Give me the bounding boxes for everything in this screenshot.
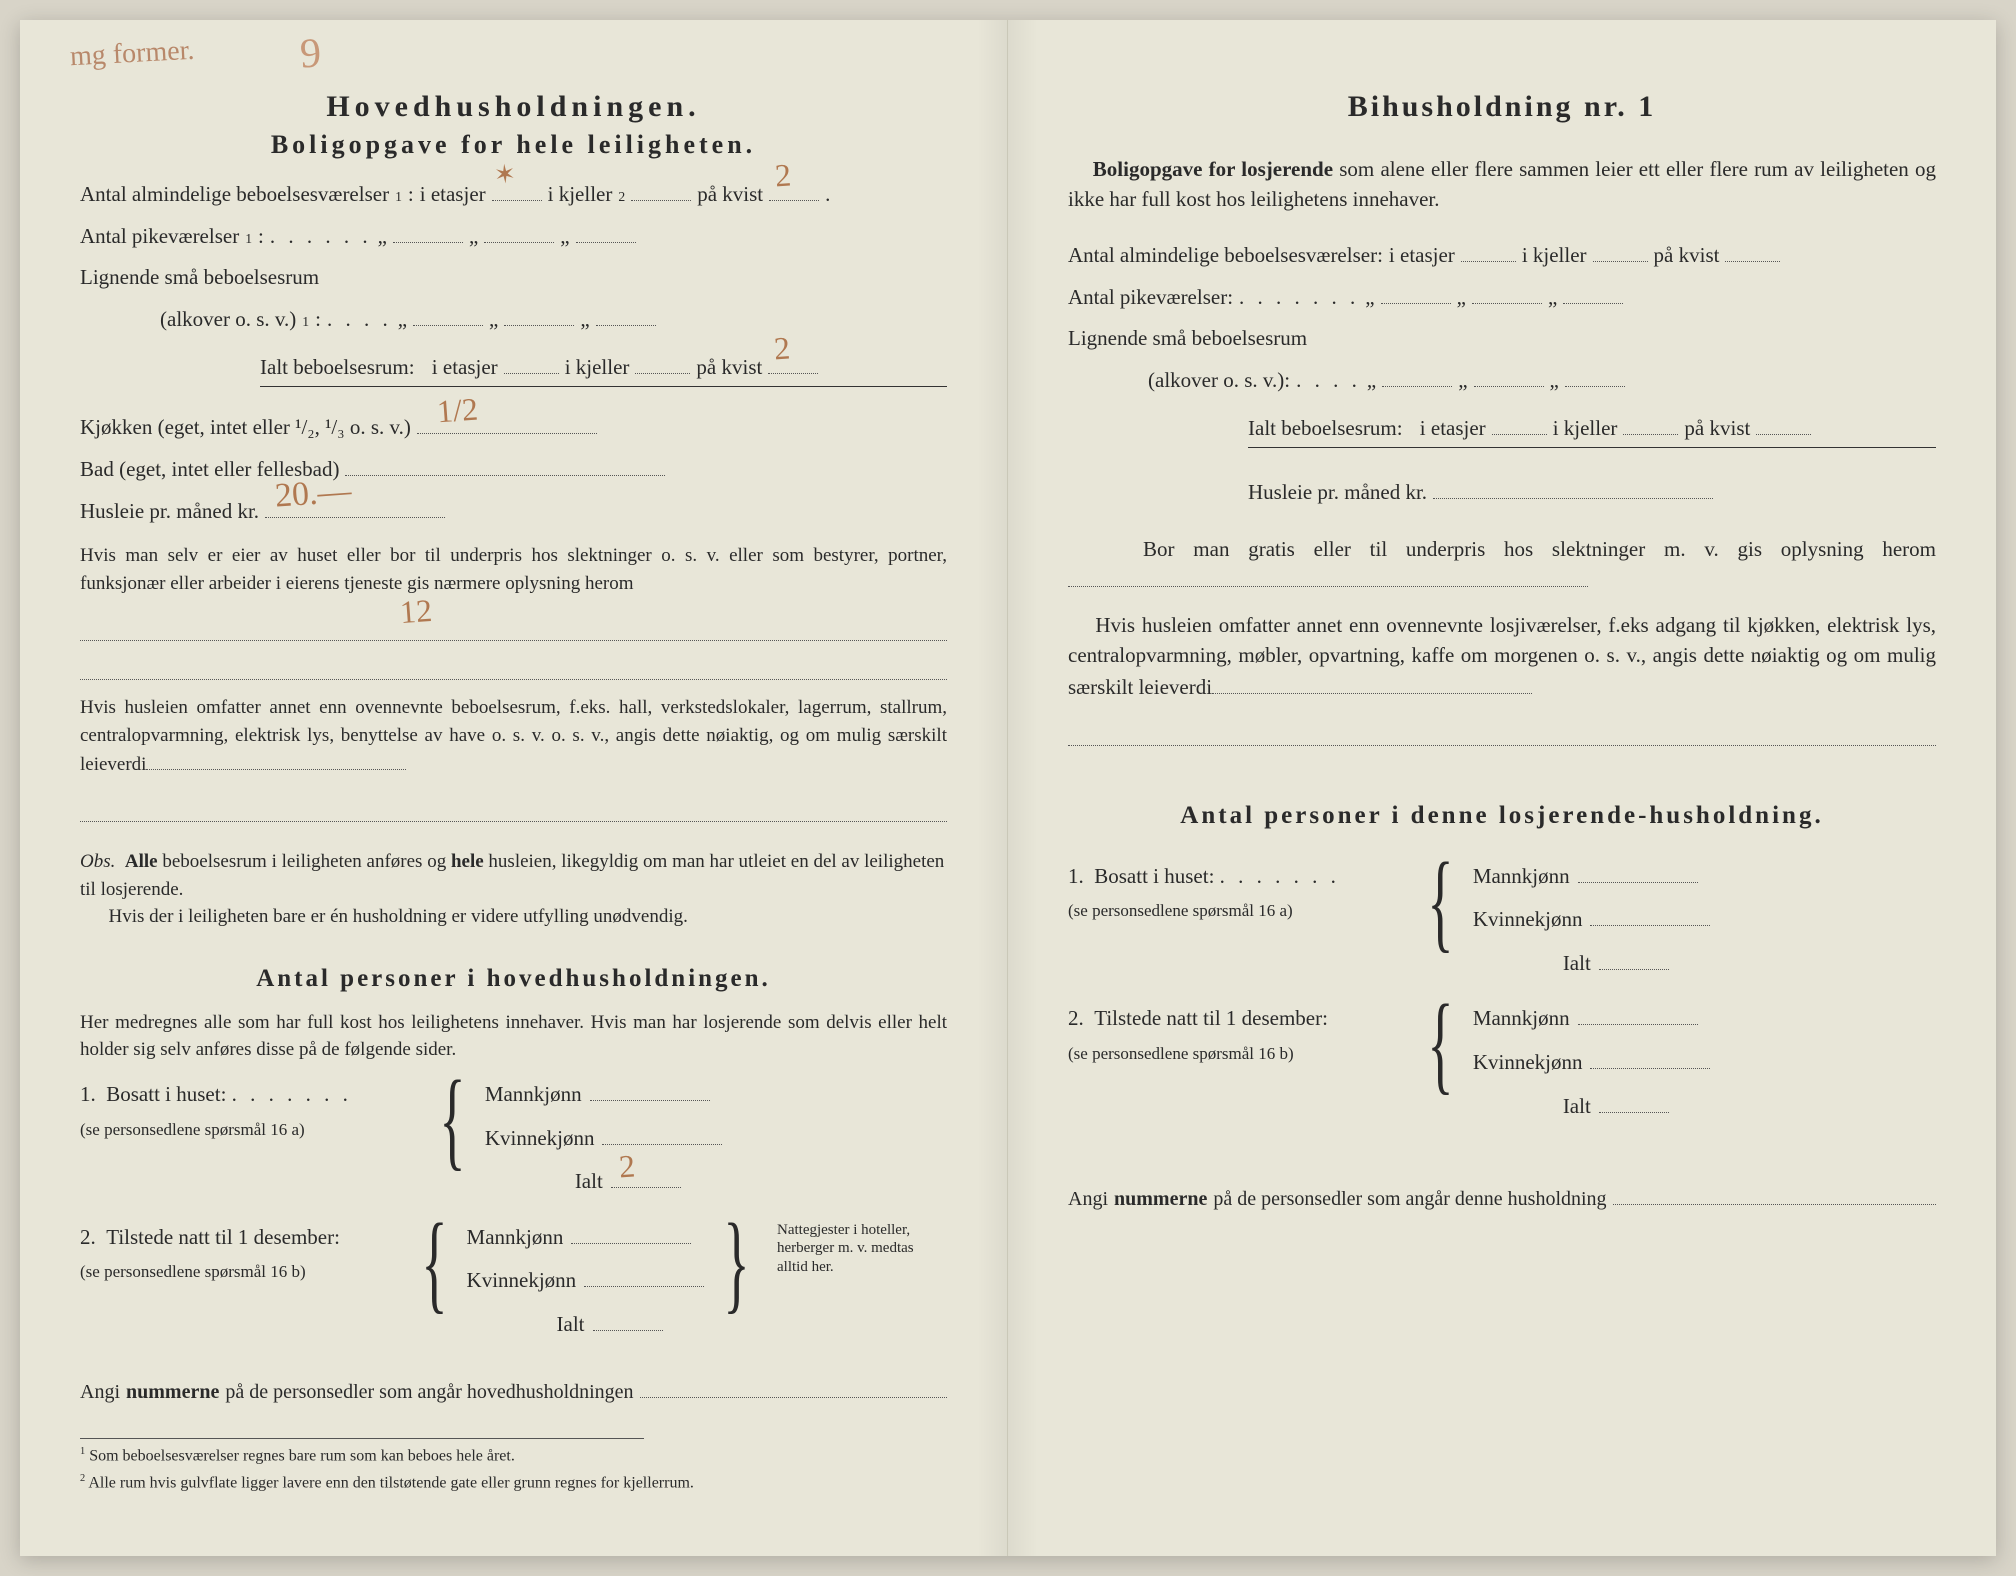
handwritten-annotation-number: 9 (299, 29, 322, 78)
blank-etasjer: ✶ (492, 178, 542, 201)
line-pike-right: Antal pikeværelser: . . . . . . . „ „ „ (1068, 281, 1936, 315)
note-gratis: Bor man gratis eller til underpris hos s… (1068, 534, 1936, 596)
persons-block-left: 1. Bosatt i huset: . . . . . . . (se per… (80, 1078, 947, 1342)
brace-icon: { (418, 1221, 450, 1342)
line-antal-alm-right: Antal almindelige beboelsesværelser: i e… (1068, 239, 1936, 273)
census-document: mg former. 9 Hovedhusholdningen. Boligop… (20, 20, 1996, 1556)
line-pikevaerelser: Antal pikeværelser1: . . . . . . „ „ „ (80, 220, 947, 254)
line-ialt-beboelsesrum-left: Ialt beboelsesrum: i etasjer i kjeller p… (260, 351, 947, 388)
right-title: Bihusholdning nr. 1 (1068, 90, 1936, 124)
brace-icon: { (1424, 860, 1456, 981)
note-husleie-left: Hvis husleien omfatter annet enn ovennev… (80, 694, 947, 779)
person-row-2-left: 2. Tilstede natt til 1 desember: (se per… (80, 1221, 947, 1342)
footnote-2: 2 Alle rum hvis gulvflate ligger lavere … (80, 1472, 947, 1494)
line-bad: Bad (eget, intet eller fellesbad) (80, 453, 947, 487)
line-ialt-beb-right: Ialt beboelsesrum: i etasjer i kjeller p… (1248, 412, 1936, 449)
line-alkover-right: (alkover o. s. v.): . . . . „ „ „ (1148, 364, 1936, 398)
handwritten-annotation-top: mg former. (69, 35, 195, 73)
person-row-1-right: 1. Bosatt i huset: . . . . . . . (se per… (1068, 860, 1936, 981)
note-eier: Hvis man selv er eier av huset eller bor… (80, 542, 947, 597)
line-lignende-right: Lignende små beboelsesrum (1068, 322, 1936, 356)
brace-icon: { (1424, 1002, 1456, 1123)
line-husleie-left: Husleie pr. måned kr. 20.— (80, 495, 947, 529)
line-kjokken: Kjøkken (eget, intet eller ¹/₂, ¹/₃ o. s… (80, 411, 947, 445)
obs-note: Obs. Alle beboelsesrum i leiligheten anf… (80, 848, 947, 931)
footnote-1: 1 Som beboelsesværelser regnes bare rum … (80, 1445, 947, 1467)
left-form-body: Antal almindelige beboelsesværelser1: i … (80, 178, 947, 1494)
left-title-1: Hovedhusholdningen. (80, 90, 947, 124)
right-page: Bihusholdning nr. 1 Boligopgave for losj… (1008, 20, 1996, 1556)
brace-icon: } (720, 1221, 752, 1342)
brace-icon: { (436, 1078, 468, 1199)
blank-kvist: 2 (769, 178, 819, 201)
person-row-1-left: 1. Bosatt i huset: . . . . . . . (se per… (80, 1078, 947, 1199)
left-section2-title: Antal personer i hovedhusholdningen. (80, 959, 947, 999)
bottom-line-right: Angi nummerne på de personsedler som ang… (1068, 1183, 1936, 1215)
line-lignende: Lignende små beboelsesrum (80, 261, 947, 295)
nattegjester-note: Nattegjester i hoteller, herberger m. v.… (777, 1221, 947, 1342)
line-husleie-right: Husleie pr. måned kr. (1248, 476, 1936, 510)
left-page: mg former. 9 Hovedhusholdningen. Boligop… (20, 20, 1008, 1556)
line-antal-almindelige: Antal almindelige beboelsesværelser1: i … (80, 178, 947, 212)
line-alkover-left: (alkover o. s. v.)1: . . . . „ „ „ (160, 303, 947, 337)
right-section2-title: Antal personer i denne losjerende-hushol… (1068, 796, 1936, 836)
blank-kjeller (631, 178, 691, 201)
bottom-line-left: Angi nummerne på de personsedler som ang… (80, 1376, 947, 1408)
person-row-2-right: 2. Tilstede natt til 1 desember: (se per… (1068, 1002, 1936, 1123)
right-intro: Boligopgave for losjerende som alene ell… (1068, 154, 1936, 215)
persons-block-right: 1. Bosatt i huset: . . . . . . . (se per… (1068, 860, 1936, 1124)
section2-intro: Her medregnes alle som har full kost hos… (80, 1009, 947, 1064)
right-form-body: Boligopgave for losjerende som alene ell… (1068, 154, 1936, 1215)
note-husleie-right: Hvis husleien omfatter annet enn ovennev… (1068, 610, 1936, 702)
